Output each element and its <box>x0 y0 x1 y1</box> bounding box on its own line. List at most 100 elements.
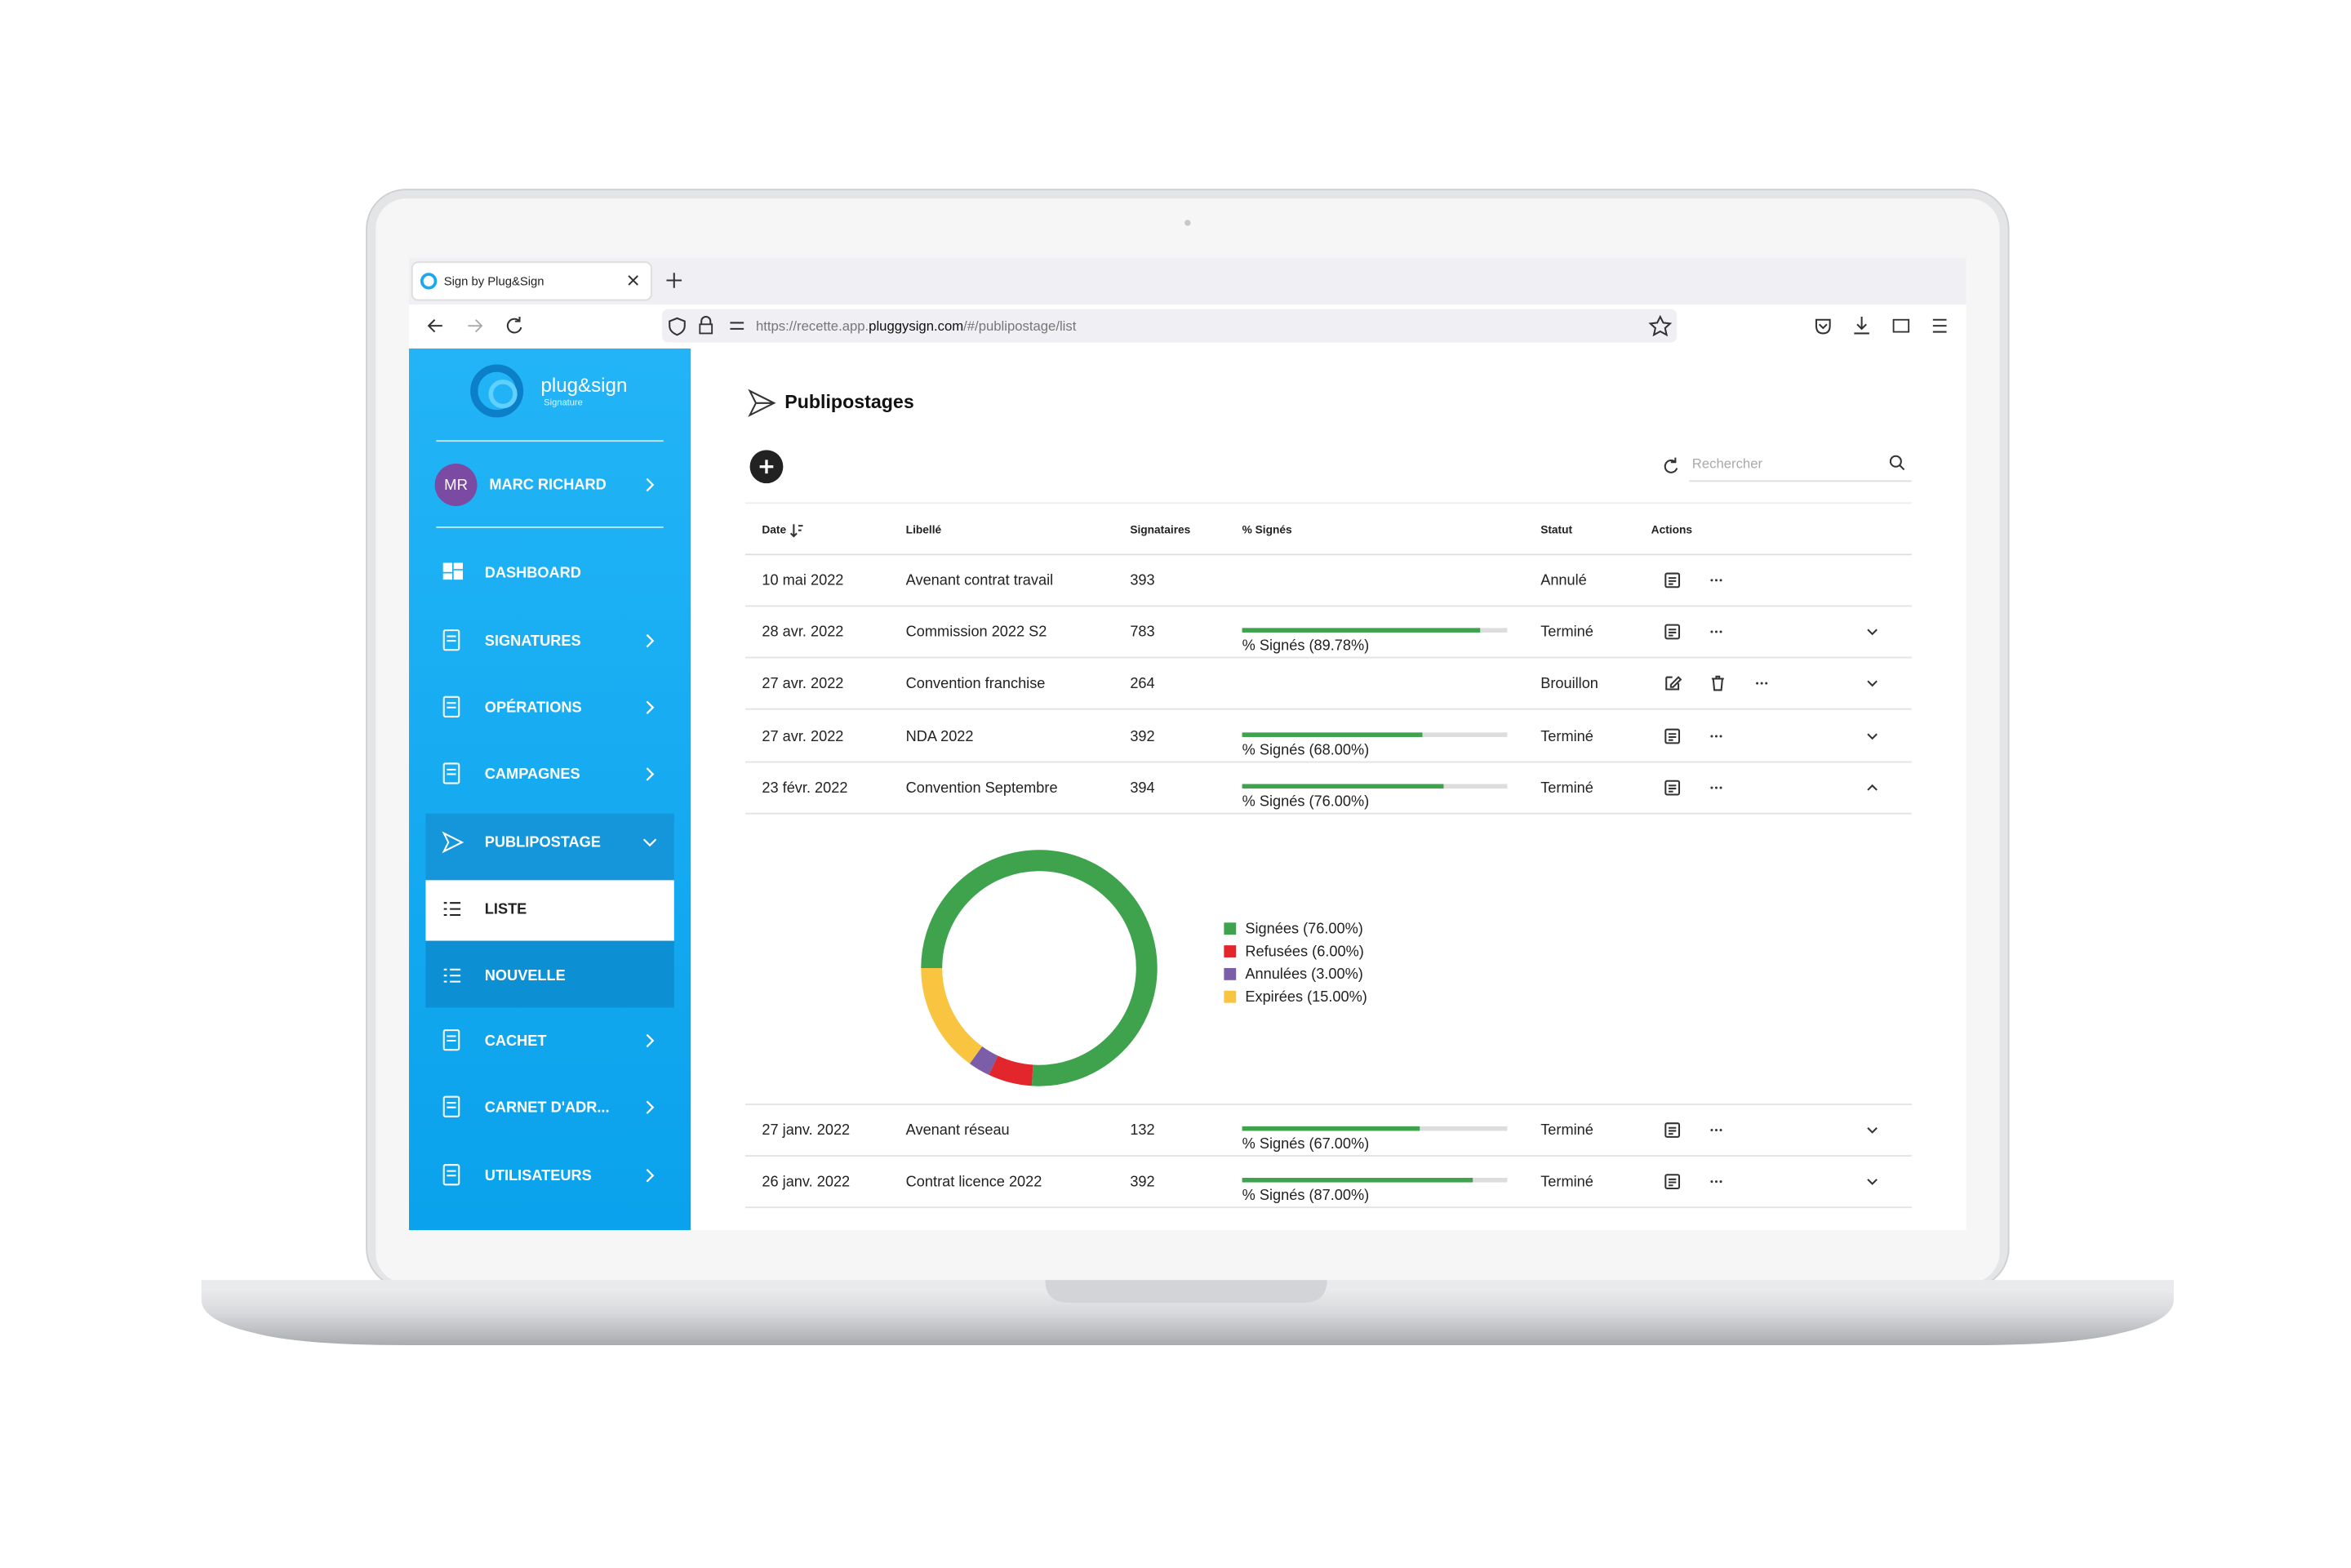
more-button[interactable] <box>1710 579 1722 582</box>
menu-item[interactable]: CARNET D'ADR... <box>485 1099 610 1115</box>
expand-chevron[interactable] <box>1867 629 1878 636</box>
menu-item[interactable]: CACHET <box>485 1033 547 1049</box>
page-title: Publipostages <box>784 391 913 412</box>
expand-chevron[interactable] <box>1867 680 1878 687</box>
menu-item[interactable]: OPÉRATIONS <box>485 699 582 716</box>
icon-part <box>453 570 463 580</box>
icon-part <box>447 768 456 775</box>
menu-chevron[interactable] <box>646 1168 655 1183</box>
pocket-icon[interactable] <box>1815 318 1831 335</box>
legend-swatch <box>1224 990 1237 1003</box>
menu-chevron[interactable] <box>646 633 655 648</box>
legend-swatch <box>1224 967 1237 980</box>
expand-chevron[interactable] <box>1867 733 1878 740</box>
search-icon[interactable] <box>1889 455 1902 468</box>
tab-title: Sign by Plug&Sign <box>444 275 544 288</box>
progress-label: % Signés (76.00%) <box>1242 793 1370 810</box>
menu-chevron[interactable] <box>646 1100 655 1114</box>
back-button[interactable] <box>427 319 442 333</box>
progress-label: % Signés (68.00%) <box>1242 741 1370 757</box>
search-input[interactable]: Rechercher <box>1692 455 1763 471</box>
menu-chevron[interactable] <box>646 700 655 714</box>
menu-item[interactable]: CAMPAGNES <box>485 766 580 782</box>
menu-button[interactable] <box>1932 318 1947 333</box>
icon-part <box>1719 735 1722 738</box>
reload-button[interactable] <box>506 317 522 334</box>
menu-chevron[interactable] <box>646 767 655 781</box>
expand-chevron[interactable] <box>1867 784 1878 791</box>
menu-item[interactable]: NOUVELLE <box>485 967 566 984</box>
legend-swatch <box>1224 922 1237 935</box>
icon-part <box>1756 682 1759 685</box>
progress-label: % Signés (67.00%) <box>1242 1135 1370 1152</box>
icon-part <box>1714 579 1718 582</box>
expand-chevron[interactable] <box>1867 1127 1878 1134</box>
view-button[interactable] <box>1664 1174 1681 1189</box>
user-name[interactable]: MARC RICHARD <box>489 477 606 493</box>
icon-part <box>442 762 460 784</box>
column-header[interactable]: Date <box>762 523 786 535</box>
view-button[interactable] <box>1664 624 1681 640</box>
icon-part <box>447 1102 456 1108</box>
row-label: Commission 2022 S2 <box>906 624 1047 640</box>
menu-chevron[interactable] <box>646 1033 655 1048</box>
more-button[interactable] <box>1756 682 1768 685</box>
more-button[interactable] <box>1710 1129 1722 1132</box>
menu-item[interactable]: SIGNATURES <box>485 633 581 649</box>
lock-shackle <box>700 316 712 325</box>
laptop-base <box>201 1280 2174 1346</box>
row-status: Terminé <box>1540 728 1593 744</box>
icon-part <box>1714 1129 1718 1132</box>
icon-part <box>442 1095 460 1117</box>
progress-fill <box>1242 628 1481 633</box>
legend-label: Annulées (3.00%) <box>1245 966 1362 982</box>
view-button[interactable] <box>1664 728 1681 744</box>
logo-mark <box>470 364 524 418</box>
url-bar[interactable] <box>661 309 1678 343</box>
menu-item[interactable]: PUBLIPOSTAGE <box>485 834 601 851</box>
view-button[interactable] <box>1664 780 1681 796</box>
more-button[interactable] <box>1710 1180 1722 1184</box>
forward-button[interactable] <box>468 319 483 333</box>
row-date: 10 mai 2022 <box>762 572 843 589</box>
menu-item[interactable]: LISTE <box>485 900 527 917</box>
browser-tab[interactable] <box>411 261 652 301</box>
icon-part <box>442 831 464 854</box>
menu-icon <box>442 562 463 580</box>
more-button[interactable] <box>1710 630 1722 633</box>
more-button[interactable] <box>1710 786 1722 789</box>
downloads-icon[interactable] <box>1854 317 1869 335</box>
donut-segment <box>921 850 1158 1086</box>
donut-segment <box>921 967 983 1064</box>
tab-favicon <box>420 273 438 290</box>
delete-button[interactable] <box>1711 675 1724 691</box>
sort-icon[interactable] <box>789 524 803 538</box>
row-date: 28 avr. 2022 <box>762 624 843 640</box>
tab-close[interactable] <box>628 275 638 286</box>
view-button[interactable] <box>1664 572 1681 589</box>
menu-chevron[interactable] <box>642 838 657 847</box>
bookmark-star[interactable] <box>1648 314 1673 337</box>
menu-item[interactable]: UTILISATEURS <box>485 1167 592 1184</box>
menu-icon <box>442 1164 460 1186</box>
row-date: 26 janv. 2022 <box>762 1173 850 1189</box>
menu-icon <box>442 629 460 651</box>
icon-part <box>1664 728 1681 744</box>
avatar[interactable] <box>434 464 478 506</box>
more-button[interactable] <box>1710 735 1722 738</box>
new-tab[interactable] <box>666 273 682 288</box>
row-status: Annulé <box>1540 572 1587 589</box>
user-chevron[interactable] <box>646 478 655 492</box>
menu-item[interactable]: DASHBOARD <box>485 564 581 580</box>
view-button[interactable] <box>1664 1122 1681 1138</box>
camera <box>1184 220 1191 226</box>
icon-part <box>1714 786 1718 789</box>
icon-part <box>1669 733 1677 741</box>
refresh-button[interactable] <box>1664 457 1678 473</box>
row-signers: 264 <box>1130 675 1154 691</box>
expand-chevron[interactable] <box>1867 1179 1878 1185</box>
sidebar-toggle[interactable] <box>1892 318 1910 333</box>
edit-button[interactable] <box>1665 676 1682 691</box>
